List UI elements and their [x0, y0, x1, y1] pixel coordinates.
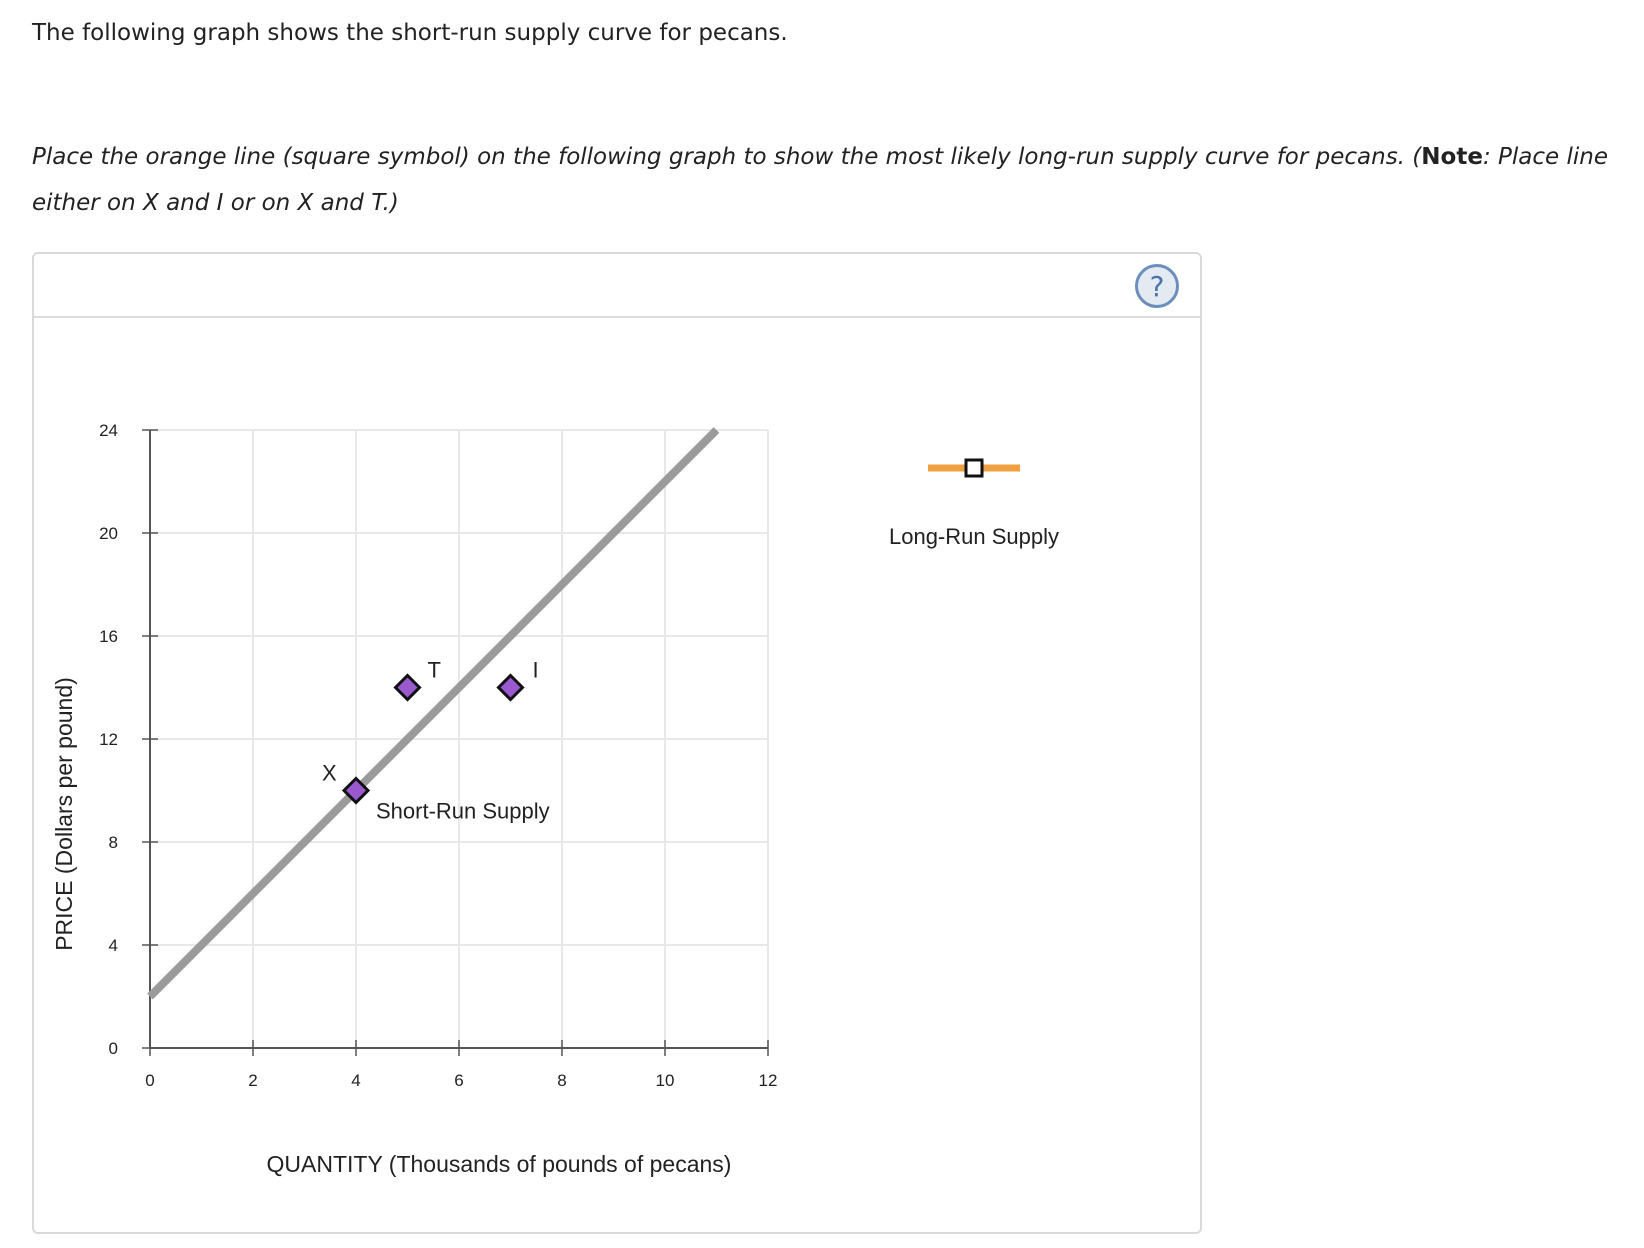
note-label: Note — [1421, 144, 1483, 170]
y-tick-label: 8 — [109, 833, 118, 852]
square-symbol-icon[interactable] — [964, 458, 984, 478]
x-tick-label: 4 — [351, 1071, 360, 1090]
x-tick-label: 12 — [759, 1071, 778, 1090]
instructions-text: Place the orange line (square symbol) on… — [32, 134, 1632, 226]
point-i-label: I — [533, 658, 539, 683]
x-tick-label: 6 — [454, 1071, 463, 1090]
y-tick-label: 4 — [109, 936, 118, 955]
y-tick-label: 24 — [99, 421, 118, 440]
y-axis-title: PRICE (Dollars per pound) — [51, 677, 77, 951]
x-tick-label: 8 — [557, 1071, 566, 1090]
x-tick-label: 0 — [145, 1071, 154, 1090]
series-layer: Short-Run Supply — [147, 427, 720, 1000]
point-x-label: X — [322, 761, 337, 786]
long-run-supply-tool-label: Long-Run Supply — [889, 524, 1059, 549]
x-tick-label: 2 — [248, 1071, 257, 1090]
y-tick-label: 20 — [99, 524, 118, 543]
long-run-supply-tool[interactable] — [928, 458, 1020, 478]
intro-text: The following graph shows the short-run … — [32, 20, 788, 46]
point-t-marker — [393, 673, 422, 702]
panel-divider — [34, 316, 1200, 318]
short-run-supply-label: Short-Run Supply — [376, 799, 550, 824]
help-icon[interactable]: ? — [1135, 264, 1179, 308]
short-run-supply-line — [147, 427, 720, 1000]
y-tick-label: 12 — [99, 730, 118, 749]
x-axis-title: QUANTITY (Thousands of pounds of pecans) — [267, 1151, 732, 1177]
instructions-part2: : Place line either on X and I or on X a… — [32, 144, 1608, 216]
instructions-part1: Place the orange line (square symbol) on… — [32, 144, 1422, 170]
points-layer: X T I — [322, 658, 539, 805]
y-tick-label: 0 — [109, 1039, 118, 1058]
graph-panel: ? 0 2 4 6 8 10 12 0 4 8 12 16 20 24 Short-Run Supply … — [32, 252, 1202, 1234]
point-i-marker — [496, 673, 525, 702]
x-tick-label: 10 — [656, 1071, 675, 1090]
y-tick-label: 16 — [99, 627, 118, 646]
grid-layer — [150, 429, 769, 1048]
palette-area: Long-Run Supply — [889, 458, 1059, 549]
point-x-marker — [341, 776, 371, 805]
point-t-label: T — [428, 658, 441, 683]
